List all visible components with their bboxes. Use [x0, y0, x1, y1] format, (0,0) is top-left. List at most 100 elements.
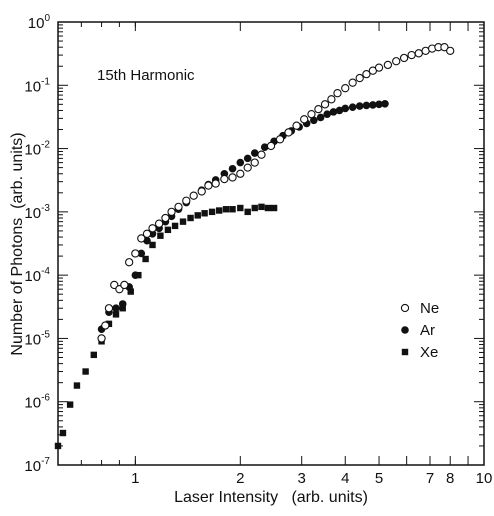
data-point-ne [131, 249, 140, 258]
data-point-ne [446, 46, 455, 56]
data-point-ar [260, 143, 269, 152]
data-point-xe [54, 442, 62, 450]
data-point-ne [314, 104, 323, 114]
data-point-ne [284, 128, 293, 137]
data-point-ne [104, 304, 114, 313]
data-point-ne [197, 187, 206, 196]
data-point-xe [194, 212, 201, 219]
legend: Ne Ar Xe [400, 300, 439, 361]
data-point-ne [211, 179, 220, 188]
legend-label-ne: Ne [420, 300, 439, 317]
data-point-ne [348, 78, 357, 87]
data-point-ne [407, 50, 416, 60]
data-point-ar [335, 106, 344, 115]
y-tick-label: 10-6 [24, 393, 50, 412]
data-point-xe [73, 382, 81, 389]
data-point-ne [243, 163, 252, 172]
data-point-xe [66, 401, 74, 408]
data-point-ne [137, 234, 146, 243]
data-point-ar [112, 304, 120, 313]
data-point-xe [82, 368, 89, 375]
data-point-ne [148, 224, 157, 233]
data-point-xe [119, 305, 126, 312]
series-xe [54, 203, 278, 450]
data-point-ar [250, 149, 259, 157]
data-marks [54, 43, 455, 450]
data-point-ne [320, 100, 330, 109]
data-point-ar [131, 271, 140, 279]
data-point-ne [182, 196, 191, 205]
data-point-ar [310, 116, 318, 125]
y-axis-title: Number of Photons (arb. units) [9, 132, 26, 355]
data-point-xe [127, 288, 134, 295]
data-point-xe [187, 214, 194, 222]
data-point-ne [399, 53, 409, 63]
data-point-xe [244, 208, 251, 216]
data-point-ne [174, 202, 183, 211]
y-tick-label: 10-7 [24, 456, 50, 475]
data-point-ar [375, 100, 383, 109]
data-point-ne [142, 229, 152, 238]
data-point-xe [251, 204, 258, 212]
data-point-ne [327, 95, 336, 104]
x-tick-label: 2 [236, 470, 244, 487]
x-tick-label: 10 [476, 470, 493, 487]
data-point-ar [243, 154, 252, 163]
x-axis-title: Laser Intensity (arb. units) [174, 489, 368, 506]
data-point-ar [381, 99, 389, 108]
data-point-ar [236, 158, 245, 167]
data-point-xe [157, 232, 164, 239]
legend-label-ar: Ar [420, 322, 435, 339]
data-point-ne [120, 280, 129, 290]
data-point-ne [125, 258, 134, 267]
data-point-xe [237, 204, 244, 212]
legend-label-xe: Xe [420, 344, 438, 361]
legend-marker-ar [401, 326, 409, 334]
legend-marker-ne [400, 303, 410, 313]
data-point-xe [201, 210, 208, 217]
data-point-ne [392, 57, 401, 66]
data-point-xe [171, 222, 179, 230]
data-point-xe [59, 429, 67, 437]
data-point-ne [257, 150, 266, 159]
data-point-ne [362, 69, 371, 79]
x-tick-label: 5 [375, 470, 383, 487]
data-point-ne [220, 174, 229, 184]
data-point-ne [414, 49, 423, 58]
data-point-ar [341, 104, 350, 113]
data-point-xe [142, 255, 149, 263]
plot-frame [57, 21, 485, 466]
x-tick-label: 4 [341, 470, 349, 487]
data-point-ar [323, 110, 331, 118]
y-tick-labels: 10-7 10-6 10-5 10-4 10-3 10-2 10-1 100 [24, 13, 50, 475]
data-point-ne [374, 63, 384, 72]
x-tick-labels: 1 2 3 4 5 7 8 10 [131, 470, 492, 487]
data-point-xe [149, 241, 156, 249]
data-point-ar [362, 101, 371, 110]
data-point-ne [97, 334, 106, 343]
data-point-xe [270, 204, 278, 212]
data-point-xe [229, 206, 236, 213]
x-tick-label: 8 [446, 470, 454, 487]
data-point-ne [228, 173, 237, 182]
data-point-xe [258, 203, 265, 211]
annotation-label: 15th Harmonic [97, 67, 195, 84]
data-point-ar [329, 108, 338, 116]
data-point-ne [355, 73, 364, 83]
data-point-ne [266, 141, 276, 151]
data-point-xe [164, 226, 172, 234]
data-point-ne [275, 135, 285, 144]
data-point-xe [264, 204, 272, 212]
data-point-ne [341, 84, 350, 93]
data-point-ar [348, 103, 357, 112]
data-point-ne [236, 169, 245, 178]
data-point-ne [204, 181, 213, 190]
data-point-xe [90, 351, 97, 359]
legend-marker-xe [401, 348, 409, 356]
x-tick-label: 3 [298, 470, 306, 487]
data-point-ne [440, 43, 449, 52]
data-point-xe [112, 311, 120, 318]
data-point-ne [292, 121, 301, 130]
data-point-ne [383, 60, 393, 70]
